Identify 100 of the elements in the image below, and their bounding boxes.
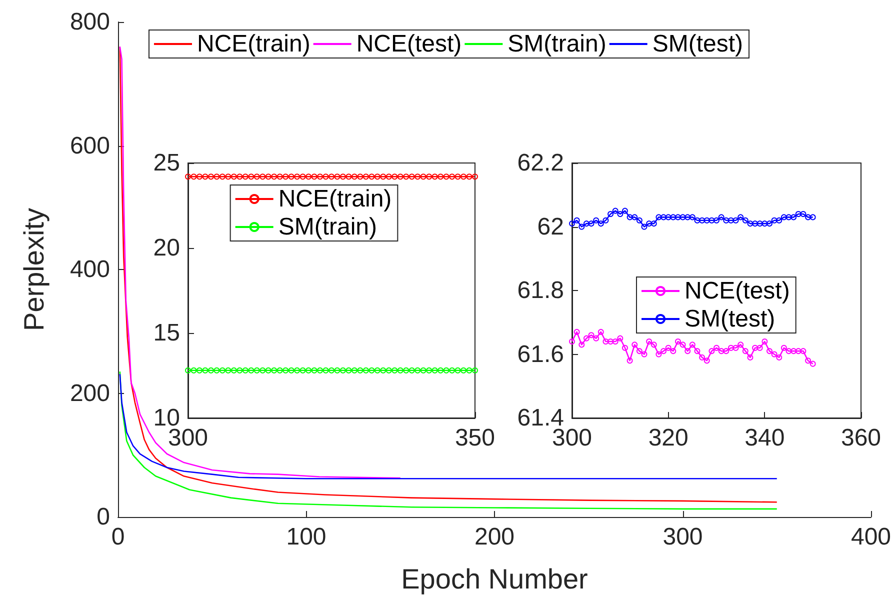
legend-label: NCE(train) (196, 30, 310, 58)
point (756, 344, 763, 351)
point (732, 217, 739, 224)
legend-label: SM(test) (652, 30, 744, 58)
point (786, 348, 792, 354)
x-tick-label: 340 (744, 424, 785, 452)
point (776, 217, 782, 224)
point (636, 348, 642, 354)
y-tick-label: 25 (153, 150, 180, 176)
point (656, 214, 662, 220)
x-tick-label: 350 (454, 424, 495, 452)
point (786, 214, 792, 220)
point (708, 348, 715, 354)
point (583, 335, 590, 342)
point (612, 338, 618, 344)
point (689, 342, 696, 348)
y-tick-label: 20 (153, 234, 180, 262)
point (641, 351, 648, 358)
point (723, 217, 730, 224)
point (674, 338, 681, 344)
point (660, 348, 667, 354)
point (650, 220, 657, 227)
point (602, 217, 609, 224)
x-tick-label: 400 (850, 524, 892, 550)
legend-label: NCE(test) (356, 30, 462, 58)
point (593, 335, 600, 342)
point (718, 214, 724, 220)
point (680, 214, 686, 220)
point (680, 342, 686, 348)
point (626, 214, 633, 220)
point (747, 220, 754, 227)
point (738, 342, 744, 348)
legend-label: NCE(test) (684, 278, 790, 304)
point (714, 217, 720, 224)
y-tick-label: 800 (70, 8, 110, 36)
point (728, 344, 734, 351)
point (694, 348, 700, 354)
point (742, 217, 748, 224)
x-tick-label: 200 (474, 524, 515, 550)
point (776, 354, 782, 360)
point (670, 348, 676, 354)
point (574, 217, 580, 224)
y-tick-label: 62.2 (517, 150, 564, 176)
point (762, 338, 768, 344)
point (583, 220, 590, 227)
point (574, 328, 580, 335)
y-axis-title: Perplexity (18, 208, 50, 331)
point (795, 211, 802, 217)
point (622, 208, 628, 214)
point (608, 211, 614, 217)
point (656, 351, 662, 358)
point (714, 344, 720, 351)
y-tick-label: 200 (70, 380, 110, 407)
y-tick-label: 61.8 (517, 277, 564, 304)
legend-label: SM(train) (508, 30, 606, 58)
point (708, 217, 715, 224)
point (742, 348, 748, 354)
point (704, 358, 710, 364)
point (665, 214, 672, 220)
y-tick-label: 15 (153, 320, 180, 346)
point (747, 354, 754, 360)
point (762, 220, 768, 227)
y-tick-label: 61.6 (517, 340, 564, 368)
point (800, 348, 806, 354)
point (612, 208, 618, 214)
point (578, 342, 585, 348)
y-tick-label: 400 (70, 256, 110, 283)
point (578, 224, 585, 230)
point (602, 338, 609, 344)
point (780, 344, 787, 351)
point (641, 224, 648, 230)
point (704, 217, 710, 224)
point (795, 348, 802, 354)
point (694, 217, 700, 224)
point (593, 217, 600, 224)
point (732, 344, 739, 351)
point (588, 220, 594, 227)
point (598, 220, 604, 227)
point (670, 214, 676, 220)
point (665, 344, 672, 351)
y-tick-label: 62 (537, 213, 564, 240)
point (646, 338, 652, 344)
point (756, 220, 763, 227)
point (800, 211, 806, 217)
x-tick-label: 360 (840, 424, 882, 452)
y-tick-label: 0 (96, 504, 110, 530)
point (723, 348, 730, 354)
point (699, 354, 706, 360)
point (771, 217, 778, 224)
point (771, 351, 778, 358)
point (617, 335, 624, 342)
y-tick-label: 600 (70, 132, 110, 160)
point (684, 348, 691, 354)
x-tick-label: 320 (648, 424, 688, 452)
legend-label: NCE(train) (278, 186, 392, 212)
point (790, 214, 797, 220)
point (588, 332, 594, 338)
point (780, 214, 787, 220)
point (622, 344, 628, 351)
point (632, 214, 638, 220)
